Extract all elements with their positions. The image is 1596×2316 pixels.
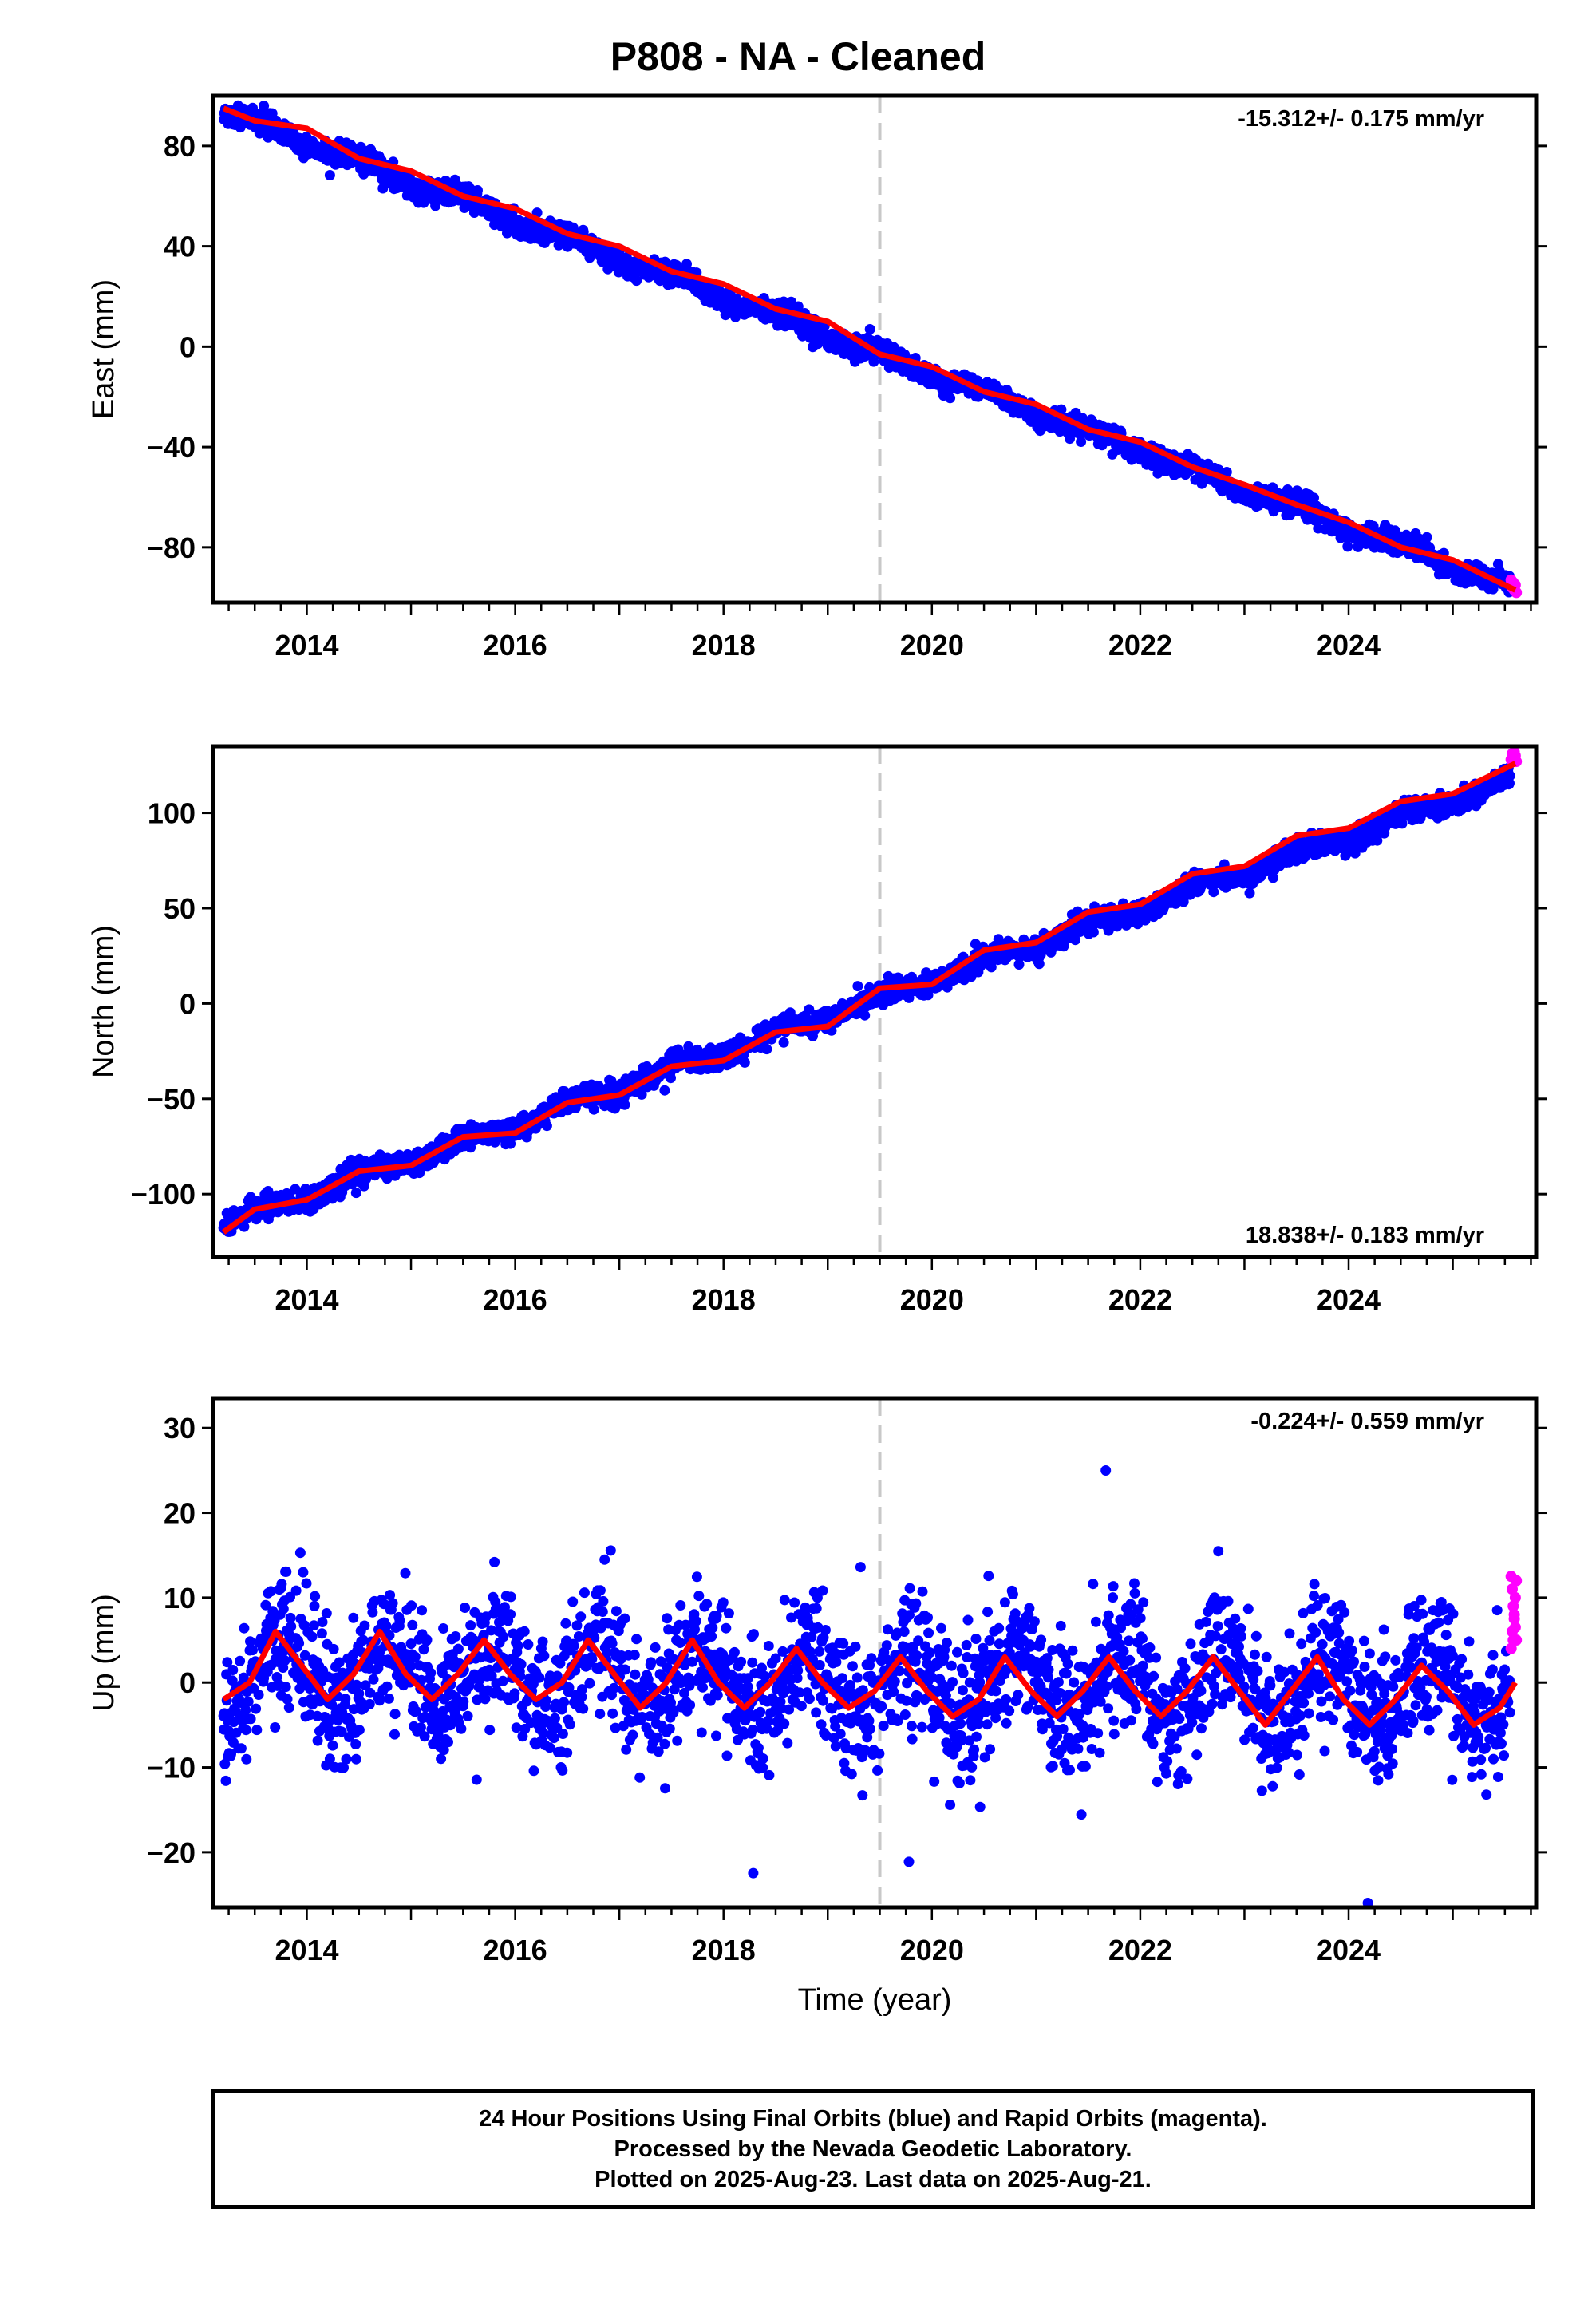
data-point xyxy=(1065,433,1075,445)
data-point xyxy=(1244,887,1255,899)
data-point xyxy=(864,324,875,334)
data-point xyxy=(1342,541,1353,552)
east-panel: 2014 2016 2018 2020 2022 2024 80 40 0 −40 −80 East … xyxy=(87,93,1547,662)
data-point xyxy=(659,1085,670,1096)
x-tick-label: 2016 xyxy=(484,1283,547,1316)
data-point xyxy=(1208,887,1219,898)
plot-area-east xyxy=(219,96,1523,603)
x-tick-label: 2014 xyxy=(275,1283,338,1316)
data-point xyxy=(631,275,642,287)
data-point xyxy=(778,296,789,307)
x-tick-label: 2020 xyxy=(900,629,964,662)
data-point xyxy=(619,1099,630,1110)
x-tick-label: 2024 xyxy=(1317,629,1381,662)
model-curve xyxy=(222,105,1517,593)
data-point xyxy=(259,101,270,112)
data-point xyxy=(350,1188,361,1199)
data-point xyxy=(588,1104,599,1115)
chart-title: P808 - NA - Cleaned xyxy=(610,34,986,79)
data-point xyxy=(778,1037,789,1048)
data-point xyxy=(1487,583,1499,595)
y-tick-label: 80 xyxy=(164,130,196,163)
data-point xyxy=(324,170,335,180)
data-point xyxy=(1349,848,1361,859)
data-point xyxy=(1267,872,1278,883)
data-point xyxy=(1372,835,1383,846)
y-tick-label: −40 xyxy=(147,431,196,464)
data-point xyxy=(1421,532,1432,543)
data-point xyxy=(1368,520,1379,532)
model-curve xyxy=(222,761,1517,1235)
y-tick-label: −80 xyxy=(147,532,196,564)
x-tick-label: 2018 xyxy=(692,629,756,662)
data-point xyxy=(1282,484,1294,495)
data-point xyxy=(1070,935,1080,946)
data-point xyxy=(239,1221,250,1232)
north-panel: 2014 2016 2018 2020 2022 2024100500−50−100Nor… xyxy=(87,744,1547,1316)
data-point xyxy=(986,962,997,973)
data-point xyxy=(804,1004,815,1015)
data-point xyxy=(761,1044,772,1055)
data-point xyxy=(666,1073,676,1084)
y-axis-title: East (mm) xyxy=(87,279,120,419)
plot-area-north xyxy=(218,746,1523,1257)
x-tick-label: 2018 xyxy=(692,1283,756,1316)
data-point xyxy=(1033,958,1045,970)
x-tick-label: 2016 xyxy=(484,629,547,662)
data-point xyxy=(739,1057,750,1068)
data-point xyxy=(541,1120,552,1132)
plot-frame xyxy=(211,744,1539,1259)
data-point xyxy=(1221,467,1232,477)
charts-svg: 2014 2016 2018 2020 2022 2024 80 40 0 −40 −80 East … xyxy=(87,93,1547,2017)
data-point xyxy=(1504,770,1515,781)
plot-frame xyxy=(211,93,1539,605)
data-point xyxy=(868,356,879,367)
data-point xyxy=(505,1138,516,1149)
data-point xyxy=(1056,404,1067,415)
data-point xyxy=(852,981,863,992)
x-tick-label: 2022 xyxy=(1108,629,1172,662)
data-point xyxy=(792,301,804,312)
x-tick-label: 2014 xyxy=(275,629,338,662)
rate-label: -15.312+/- 0.175 mm/yr xyxy=(1238,106,1484,132)
data-point xyxy=(1309,492,1319,504)
rapid-orbit-points xyxy=(1505,746,1523,768)
data-point xyxy=(945,393,956,404)
data-point xyxy=(1013,959,1025,970)
data-point xyxy=(472,185,483,196)
data-point xyxy=(636,1089,647,1100)
x-tick-label: 2020 xyxy=(900,1283,964,1316)
y-tick-label: 40 xyxy=(164,231,196,263)
data-point xyxy=(1076,437,1087,447)
y-tick-label: 0 xyxy=(180,330,196,363)
data-point xyxy=(1088,927,1099,938)
data-point xyxy=(859,1010,871,1021)
data-point xyxy=(1504,777,1515,788)
